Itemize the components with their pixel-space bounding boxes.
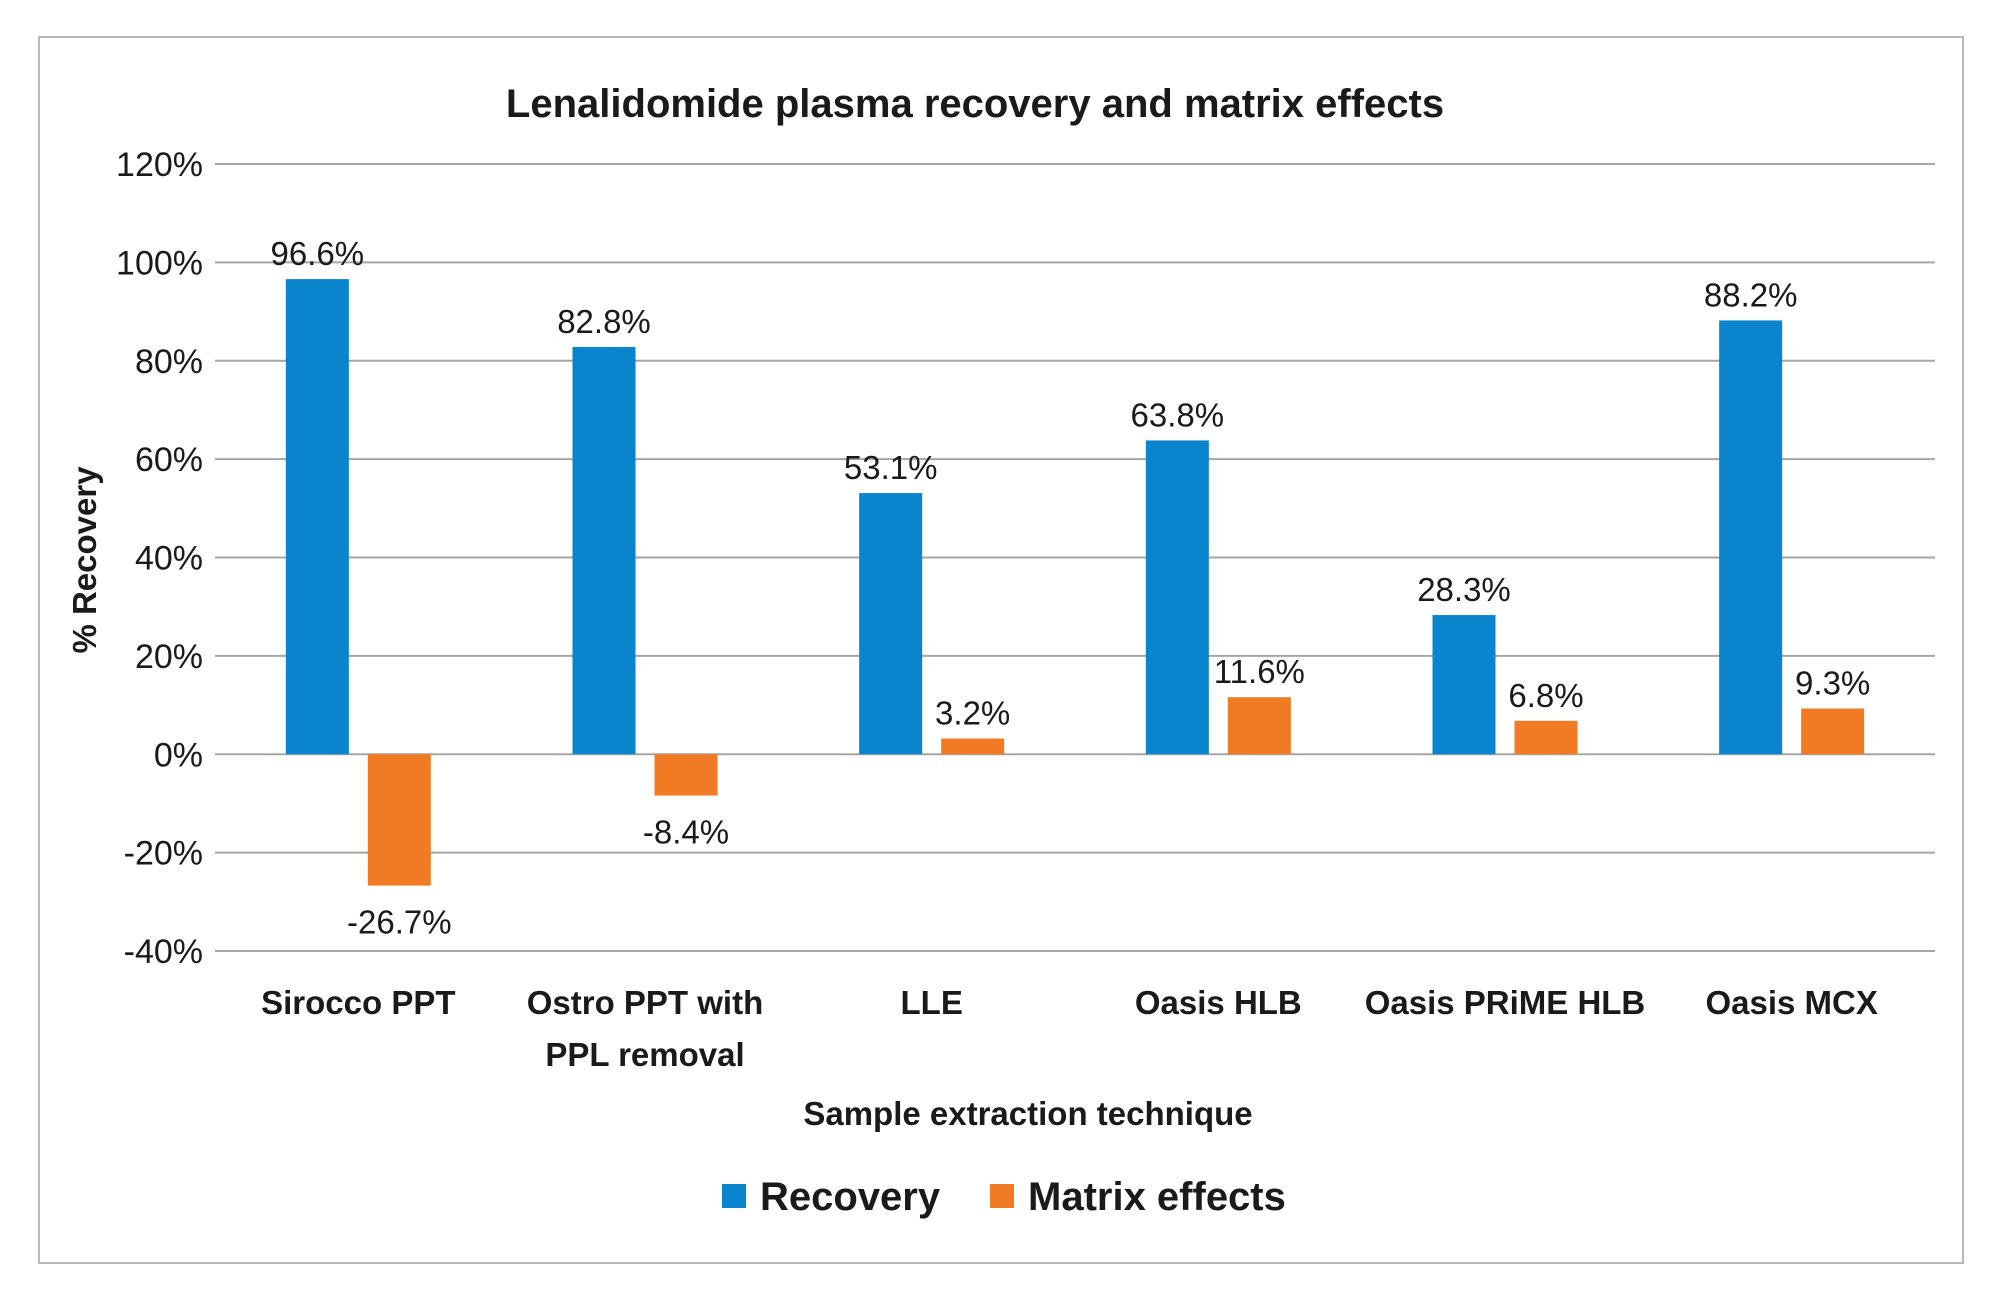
- legend-swatch-recovery: [722, 1184, 746, 1208]
- data-label: -26.7%: [347, 904, 452, 941]
- x-axis-title: Sample extraction technique: [803, 1095, 1252, 1132]
- y-axis-ticks: 120% 100% 80% 60% 40% 20% 0% -20% -40%: [116, 146, 203, 971]
- bar-recovery: [1719, 320, 1783, 755]
- data-label: 63.8%: [1131, 396, 1225, 433]
- data-labels: 96.6% -26.7% 82.8% -8.4% 53.1% 3.2% 63.8% 11.6%…: [271, 235, 1871, 940]
- x-category-label: Oasis HLB: [1135, 984, 1302, 1021]
- y-tick-label: 100%: [116, 244, 203, 282]
- legend-label-matrix-effects: Matrix effects: [1028, 1175, 1286, 1219]
- y-tick-label: 20%: [135, 638, 203, 676]
- y-tick-label: 120%: [116, 146, 203, 184]
- data-label: 11.6%: [1214, 653, 1305, 690]
- bar-recovery: [285, 279, 349, 755]
- y-tick-label: -20%: [124, 835, 203, 873]
- x-category-label: Oasis PRiME HLB: [1365, 984, 1646, 1021]
- bar-matrix-effects: [367, 754, 431, 886]
- y-axis-title: % Recovery: [66, 466, 103, 654]
- bar-matrix-effects: [941, 738, 1005, 755]
- data-label: 28.3%: [1417, 571, 1511, 608]
- y-tick-label: -40%: [124, 933, 203, 971]
- bar-matrix-effects: [1514, 720, 1578, 755]
- legend-swatch-matrix-effects: [990, 1184, 1014, 1208]
- bar-matrix-effects: [654, 754, 718, 796]
- bar-matrix-effects: [1227, 697, 1291, 755]
- data-label: 6.8%: [1508, 677, 1583, 714]
- bar-recovery: [1145, 440, 1209, 755]
- bar-recovery: [572, 346, 636, 755]
- data-label: 88.2%: [1704, 276, 1798, 313]
- legend-label-recovery: Recovery: [760, 1175, 941, 1219]
- x-category-label: Sirocco PPT: [261, 984, 455, 1021]
- x-category-label: Oasis MCX: [1705, 984, 1877, 1021]
- data-label: 82.8%: [557, 303, 651, 340]
- bars: [285, 279, 1865, 886]
- x-axis-categories: Sirocco PPT Ostro PPT with PPL removal LLE O…: [261, 984, 1878, 1073]
- data-label: 96.6%: [271, 235, 365, 272]
- x-category-label: PPL removal: [545, 1036, 744, 1073]
- data-label: 53.1%: [844, 449, 938, 486]
- legend: Recovery Matrix effects: [722, 1175, 1286, 1219]
- x-category-label: LLE: [901, 984, 963, 1021]
- y-tick-label: 40%: [135, 540, 203, 578]
- bar-recovery: [1432, 615, 1496, 755]
- bar-recovery: [859, 493, 923, 755]
- data-label: 3.2%: [935, 695, 1010, 732]
- y-tick-label: 0%: [154, 736, 203, 774]
- y-tick-label: 80%: [135, 343, 203, 381]
- chart-frame: [38, 36, 1964, 1264]
- chart-title: Lenalidomide plasma recovery and matrix …: [506, 82, 1444, 126]
- data-label: -8.4%: [643, 814, 729, 851]
- bar-matrix-effects: [1801, 708, 1865, 755]
- data-label: 9.3%: [1795, 665, 1870, 702]
- gridlines: [215, 163, 1935, 952]
- y-tick-label: 60%: [135, 441, 203, 479]
- x-category-label: Ostro PPT with: [527, 984, 764, 1021]
